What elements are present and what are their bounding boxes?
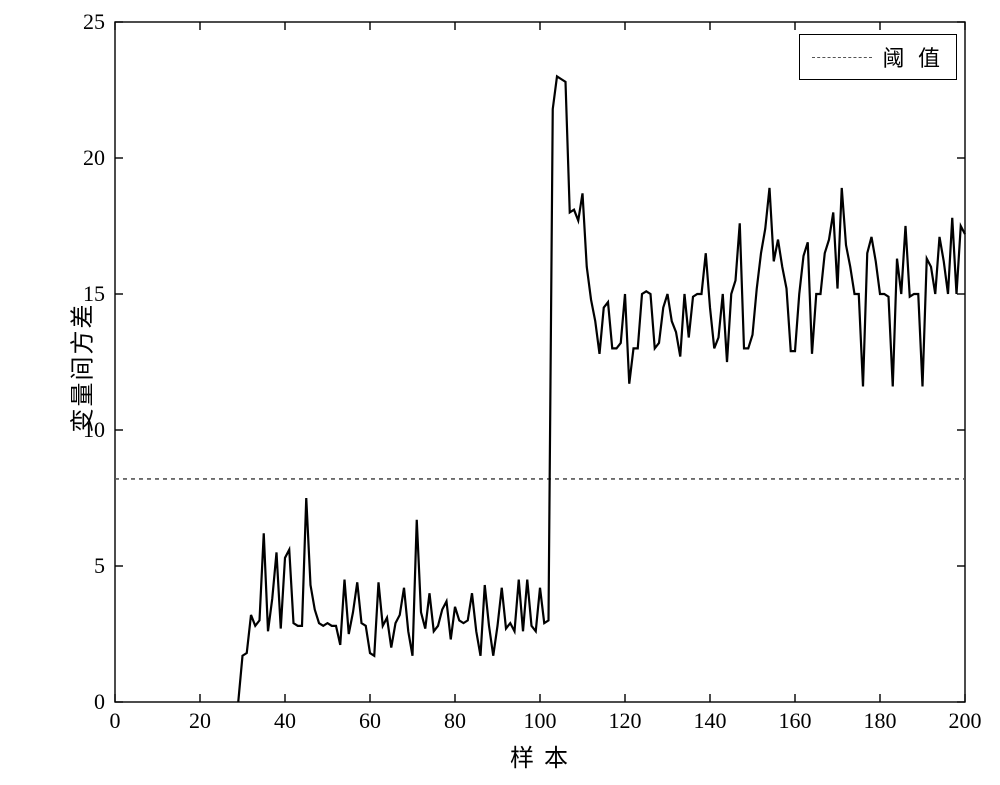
x-tick-label: 200 xyxy=(949,708,982,734)
plot-area xyxy=(115,22,965,702)
x-tick-label: 80 xyxy=(444,708,466,734)
x-tick-label: 60 xyxy=(359,708,381,734)
legend-line-threshold xyxy=(812,57,872,58)
y-tick-label: 10 xyxy=(83,417,105,443)
y-tick-label: 0 xyxy=(94,689,105,715)
y-axis-label: 变量间方差 xyxy=(63,303,98,433)
y-tick-label: 25 xyxy=(83,9,105,35)
chart-svg xyxy=(115,22,965,702)
x-tick-label: 40 xyxy=(274,708,296,734)
y-tick-label: 20 xyxy=(83,145,105,171)
x-tick-label: 120 xyxy=(609,708,642,734)
x-tick-label: 180 xyxy=(864,708,897,734)
x-tick-label: 140 xyxy=(694,708,727,734)
x-tick-label: 160 xyxy=(779,708,812,734)
legend: 阈 值 xyxy=(799,34,957,80)
x-tick-label: 20 xyxy=(189,708,211,734)
figure: 变量间方差 样 本 0 20 40 60 80 100 120 140 160 180 200 0 5… xyxy=(0,0,1000,785)
x-tick-label: 100 xyxy=(524,708,557,734)
legend-label-threshold: 阈 值 xyxy=(882,41,944,73)
y-tick-label: 5 xyxy=(94,553,105,579)
y-tick-label: 15 xyxy=(83,281,105,307)
x-tick-label: 0 xyxy=(110,708,121,734)
x-axis-label: 样 本 xyxy=(510,738,570,773)
